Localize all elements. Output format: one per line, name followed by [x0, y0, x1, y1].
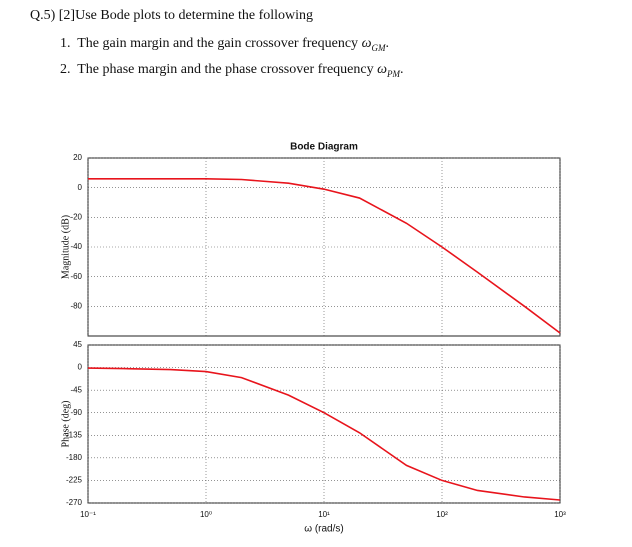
x-tick-label: 10² — [436, 510, 448, 519]
x-axis-label: ω (rad/s) — [304, 524, 343, 535]
item-end: . — [400, 62, 404, 77]
y-axis-label: Magnitude (dB) — [60, 215, 71, 279]
item-symbol: ω — [361, 36, 372, 51]
y-axis-label: Phase (deg) — [60, 401, 71, 448]
line-series — [87, 367, 561, 501]
item-symbol: ω — [377, 62, 387, 77]
y-tick-label: -40 — [70, 242, 82, 251]
x-tick-label: 10⁻¹ — [80, 510, 96, 519]
plot-area — [87, 157, 561, 337]
item-text: The phase margin and the phase crossover… — [77, 62, 374, 77]
x-tick-label: 10⁰ — [200, 510, 212, 519]
line-series — [88, 177, 561, 334]
item-text: The gain margin and the gain crossover f… — [77, 36, 359, 51]
x-tick-label: 10³ — [554, 510, 566, 519]
y-tick-label: 0 — [78, 183, 83, 192]
y-tick-label: 20 — [73, 153, 82, 162]
y-tick-label: -20 — [70, 212, 82, 221]
y-tick-label: -135 — [66, 430, 83, 439]
y-tick-label: 0 — [78, 363, 83, 372]
item-end: . — [385, 36, 389, 51]
y-tick-label: -45 — [70, 385, 82, 394]
y-tick-label: -90 — [70, 408, 82, 417]
y-tick-label: -180 — [66, 453, 83, 462]
y-tick-label: 45 — [73, 340, 82, 349]
y-tick-label: -225 — [66, 476, 83, 485]
y-tick-label: -270 — [66, 498, 83, 507]
list-item: 2. The phase margin and the phase crosso… — [60, 62, 404, 79]
chart-title: Bode Diagram — [290, 142, 358, 153]
y-tick-label: -60 — [70, 272, 82, 281]
item-subscript: GM — [371, 42, 386, 53]
list-item: 1. The gain margin and the gain crossove… — [60, 36, 389, 53]
item-subscript: PM — [387, 68, 400, 79]
question-header: Q.5) [2]Use Bode plots to determine the … — [30, 8, 314, 23]
item-number: 1. — [60, 36, 71, 51]
y-tick-label: -80 — [70, 301, 82, 310]
item-number: 2. — [60, 62, 71, 77]
x-tick-label: 10¹ — [318, 510, 330, 519]
